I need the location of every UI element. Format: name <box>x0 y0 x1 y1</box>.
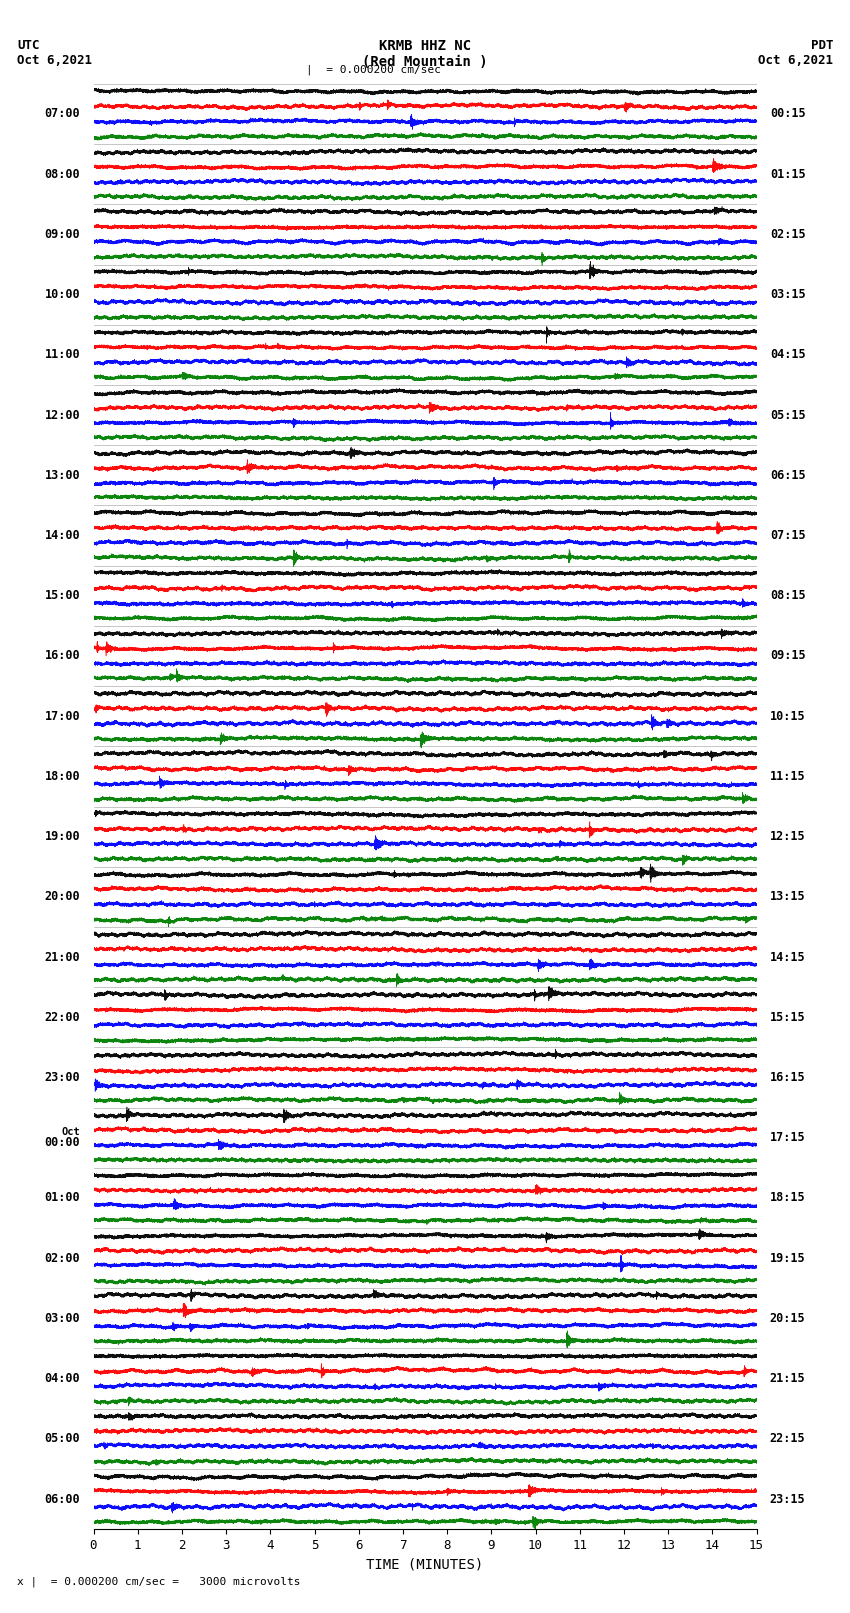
Text: 00:15: 00:15 <box>770 108 806 121</box>
Text: PDT
Oct 6,2021: PDT Oct 6,2021 <box>758 39 833 66</box>
Text: 07:00: 07:00 <box>44 108 80 121</box>
Text: 03:15: 03:15 <box>770 289 806 302</box>
Text: 05:15: 05:15 <box>770 408 806 421</box>
Text: 06:15: 06:15 <box>770 469 806 482</box>
Text: 21:00: 21:00 <box>44 950 80 963</box>
Text: 14:00: 14:00 <box>44 529 80 542</box>
Text: 07:15: 07:15 <box>770 529 806 542</box>
Text: 13:00: 13:00 <box>44 469 80 482</box>
Text: 14:15: 14:15 <box>770 950 806 963</box>
Text: 11:00: 11:00 <box>44 348 80 361</box>
Text: 02:00: 02:00 <box>44 1252 80 1265</box>
Text: 23:15: 23:15 <box>770 1492 806 1505</box>
Text: 18:00: 18:00 <box>44 769 80 782</box>
Text: 04:00: 04:00 <box>44 1373 80 1386</box>
Text: Oct: Oct <box>61 1127 80 1137</box>
Text: KRMB HHZ NC
(Red Mountain ): KRMB HHZ NC (Red Mountain ) <box>362 39 488 69</box>
Text: 20:15: 20:15 <box>770 1311 806 1324</box>
Text: 16:15: 16:15 <box>770 1071 806 1084</box>
Text: UTC
Oct 6,2021: UTC Oct 6,2021 <box>17 39 92 66</box>
Text: 22:15: 22:15 <box>770 1432 806 1445</box>
Text: 19:15: 19:15 <box>770 1252 806 1265</box>
Text: 00:00: 00:00 <box>44 1137 80 1150</box>
Text: 17:00: 17:00 <box>44 710 80 723</box>
Text: 04:15: 04:15 <box>770 348 806 361</box>
Text: 19:00: 19:00 <box>44 831 80 844</box>
Text: 10:15: 10:15 <box>770 710 806 723</box>
Text: 18:15: 18:15 <box>770 1192 806 1205</box>
Text: x |  = 0.000200 cm/sec =   3000 microvolts: x | = 0.000200 cm/sec = 3000 microvolts <box>17 1576 301 1587</box>
Text: 08:00: 08:00 <box>44 168 80 181</box>
Text: 21:15: 21:15 <box>770 1373 806 1386</box>
Text: 08:15: 08:15 <box>770 589 806 602</box>
Text: 06:00: 06:00 <box>44 1492 80 1505</box>
Text: 03:00: 03:00 <box>44 1311 80 1324</box>
Text: |  = 0.000200 cm/sec: | = 0.000200 cm/sec <box>306 65 441 74</box>
Text: 11:15: 11:15 <box>770 769 806 782</box>
Text: 17:15: 17:15 <box>770 1131 806 1144</box>
Text: 01:00: 01:00 <box>44 1192 80 1205</box>
Text: 12:00: 12:00 <box>44 408 80 421</box>
Text: 15:00: 15:00 <box>44 589 80 602</box>
Text: 16:00: 16:00 <box>44 650 80 663</box>
Text: 23:00: 23:00 <box>44 1071 80 1084</box>
Text: 15:15: 15:15 <box>770 1011 806 1024</box>
Text: 01:15: 01:15 <box>770 168 806 181</box>
Text: 09:00: 09:00 <box>44 227 80 240</box>
Text: 09:15: 09:15 <box>770 650 806 663</box>
Text: 05:00: 05:00 <box>44 1432 80 1445</box>
Text: 22:00: 22:00 <box>44 1011 80 1024</box>
Text: 20:00: 20:00 <box>44 890 80 903</box>
X-axis label: TIME (MINUTES): TIME (MINUTES) <box>366 1558 484 1571</box>
Text: 13:15: 13:15 <box>770 890 806 903</box>
Text: 02:15: 02:15 <box>770 227 806 240</box>
Text: 10:00: 10:00 <box>44 289 80 302</box>
Text: 12:15: 12:15 <box>770 831 806 844</box>
